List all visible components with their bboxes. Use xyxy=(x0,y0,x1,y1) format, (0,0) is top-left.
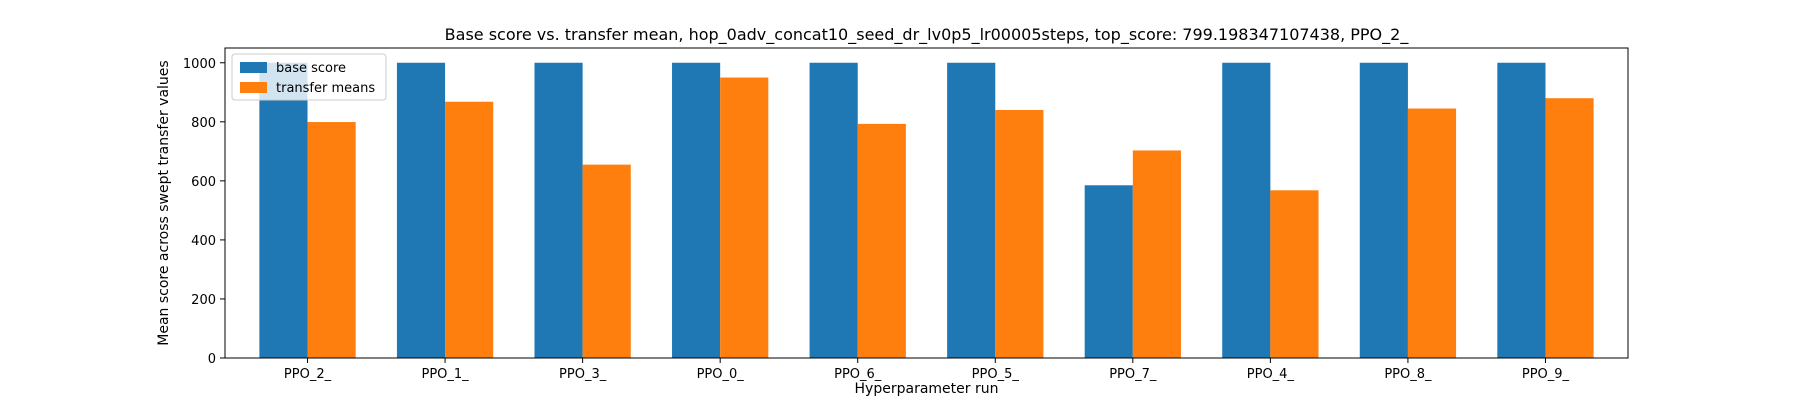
legend-label: transfer means xyxy=(276,81,375,96)
x-tick-label: PPO_3_ xyxy=(559,367,607,382)
y-tick-label: 400 xyxy=(191,234,216,249)
chart-title: Base score vs. transfer mean, hop_0adv_c… xyxy=(445,25,1410,45)
x-tick-label: PPO_1_ xyxy=(421,367,469,382)
x-tick-label: PPO_5_ xyxy=(972,367,1020,382)
y-tick-label: 600 xyxy=(191,175,216,190)
bar-base-score-PPO_4_ xyxy=(1222,62,1271,359)
bars-layer xyxy=(259,62,1594,359)
legend-swatch xyxy=(240,62,267,73)
x-tick-label: PPO_8_ xyxy=(1384,367,1432,382)
bar-base-score-PPO_5_ xyxy=(947,62,996,359)
bar-base-score-PPO_6_ xyxy=(809,62,858,359)
y-axis-label: Mean score across swept transfer values xyxy=(156,60,172,345)
x-tick-label: PPO_7_ xyxy=(1109,367,1157,382)
legend-swatch xyxy=(240,82,267,93)
bar-transfer-means-PPO_1_ xyxy=(445,101,494,358)
bar-transfer-means-PPO_8_ xyxy=(1407,108,1457,359)
bar-transfer-means-PPO_5_ xyxy=(995,110,1044,358)
bar-base-score-PPO_8_ xyxy=(1359,62,1408,359)
y-tick-label: 800 xyxy=(191,116,216,131)
x-tick-label: PPO_6_ xyxy=(834,367,882,382)
bar-base-score-PPO_3_ xyxy=(534,62,583,359)
bar-base-score-PPO_9_ xyxy=(1497,62,1546,359)
y-tick-label: 200 xyxy=(191,293,216,308)
legend-box xyxy=(231,53,387,101)
y-axis-ticks: 0 200 400 600 800 1000 xyxy=(183,57,225,367)
bar-base-score-PPO_7_ xyxy=(1084,185,1133,358)
bar-transfer-means-PPO_3_ xyxy=(582,164,631,358)
bar-transfer-means-PPO_2_ xyxy=(307,122,356,358)
x-axis-label: Hyperparameter run xyxy=(855,381,999,397)
bar-transfer-means-PPO_7_ xyxy=(1132,150,1181,358)
x-axis-ticks: PPO_2_ PPO_1_ PPO_3_ PPO_0_ PPO_6_ PPO_5_ PPO_… xyxy=(284,358,1570,382)
x-tick-label: PPO_2_ xyxy=(284,367,332,382)
x-tick-label: PPO_0_ xyxy=(697,367,745,382)
axes-frame xyxy=(224,47,1629,359)
legend: base score transfer means xyxy=(231,53,387,101)
bar-transfer-means-PPO_4_ xyxy=(1270,190,1319,358)
x-tick-label: PPO_4_ xyxy=(1247,367,1295,382)
bar-transfer-means-PPO_9_ xyxy=(1545,98,1594,358)
bar-base-score-PPO_2_ xyxy=(259,62,308,359)
y-tick-label: 1000 xyxy=(183,57,216,72)
bar-transfer-means-PPO_0_ xyxy=(720,77,769,359)
bar-base-score-PPO_0_ xyxy=(672,62,721,359)
bar-transfer-means-PPO_6_ xyxy=(857,123,906,358)
bar-base-score-PPO_1_ xyxy=(396,62,446,359)
x-tick-label: PPO_9_ xyxy=(1522,367,1570,382)
y-tick-label: 0 xyxy=(208,352,216,367)
legend-label: base score xyxy=(276,61,346,76)
